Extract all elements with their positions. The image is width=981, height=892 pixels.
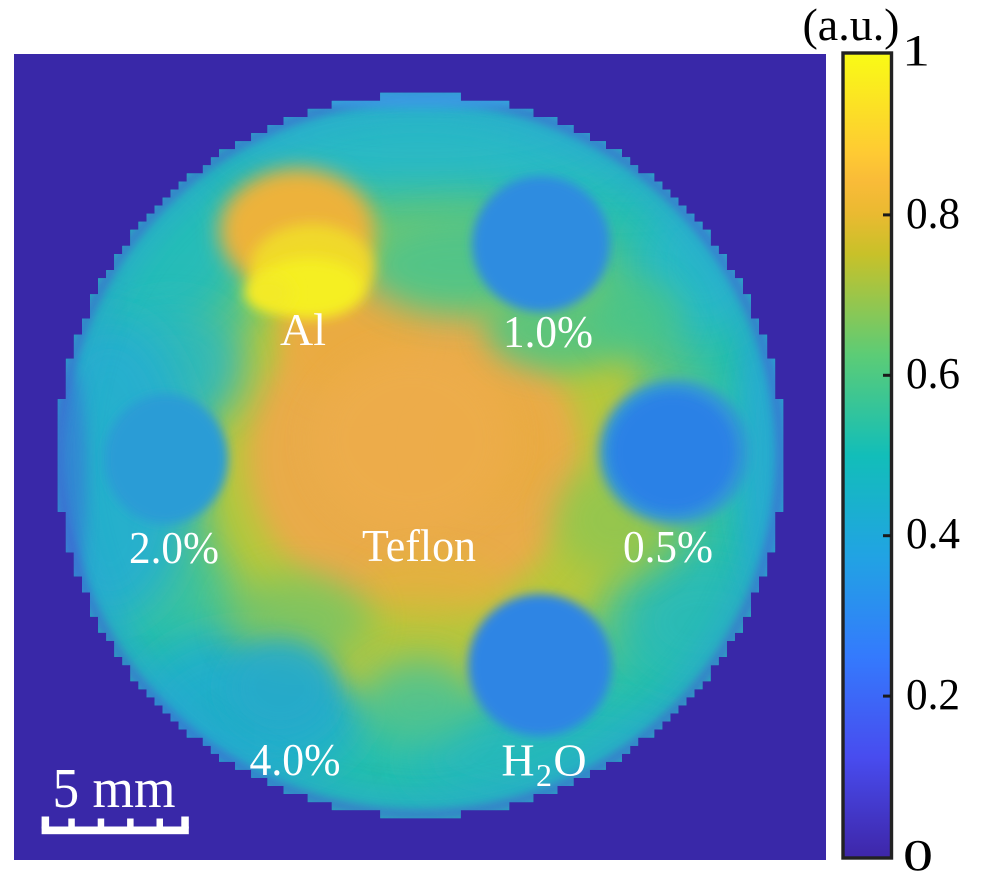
svg-text:2: 2 — [536, 757, 552, 793]
svg-text:0.4: 0.4 — [906, 509, 960, 558]
svg-text:0.5%: 0.5% — [623, 521, 713, 572]
svg-text:0.8: 0.8 — [906, 189, 960, 238]
svg-text:0.2: 0.2 — [906, 670, 960, 719]
svg-text:Teflon: Teflon — [362, 520, 476, 571]
svg-text:1.0%: 1.0% — [503, 306, 593, 357]
svg-text:4.0%: 4.0% — [250, 734, 341, 785]
svg-text:O: O — [553, 735, 586, 786]
svg-text:1: 1 — [902, 26, 930, 75]
svg-text:(a.u.): (a.u.) — [803, 0, 900, 50]
svg-text:Al: Al — [280, 304, 326, 355]
svg-text:2.0%: 2.0% — [129, 522, 219, 573]
svg-text:H: H — [501, 735, 534, 786]
svg-text:0.6: 0.6 — [906, 349, 960, 398]
svg-text:0: 0 — [903, 831, 933, 880]
svg-text:5 mm: 5 mm — [53, 758, 176, 820]
